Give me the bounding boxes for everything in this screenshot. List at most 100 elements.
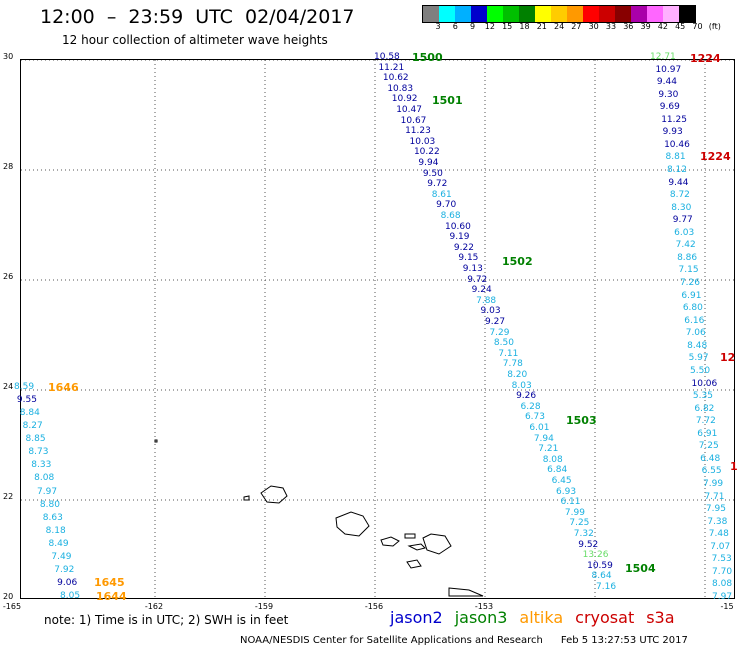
wave-height-label: 13.26 bbox=[582, 550, 609, 561]
wave-height-label: 7.26 bbox=[679, 278, 700, 289]
wave-height-label: 8.48 bbox=[687, 340, 708, 351]
pass-time-label: 1 bbox=[730, 460, 738, 473]
wave-height-label: 5.35 bbox=[692, 391, 713, 402]
legend-swatch bbox=[583, 6, 599, 22]
wave-height-label: 8.85 bbox=[25, 434, 46, 445]
latitude-label: 24 bbox=[3, 382, 14, 391]
wave-height-label: 8.61 bbox=[431, 189, 452, 200]
credit-text: NOAA/NESDIS Center for Satellite Applica… bbox=[240, 635, 543, 646]
pass-time-label: 12 bbox=[720, 351, 736, 364]
pass-time-label: 1645 bbox=[94, 576, 125, 589]
satellite-name: cryosat bbox=[575, 608, 635, 627]
wave-height-color-legend bbox=[422, 5, 696, 23]
wave-height-label: 8.68 bbox=[440, 211, 461, 221]
wave-height-label: 7.11 bbox=[498, 348, 519, 359]
island-outline bbox=[380, 536, 400, 547]
wave-height-label: 8.80 bbox=[39, 499, 60, 510]
wave-height-label: 9.52 bbox=[578, 539, 599, 550]
wave-height-label: 9.27 bbox=[485, 317, 506, 327]
legend-swatch bbox=[487, 6, 503, 22]
wave-height-label: 9.44 bbox=[656, 77, 677, 88]
wave-height-label: 7.49 bbox=[51, 551, 72, 562]
footer-note: note: 1) Time is in UTC; 2) SWH is in fe… bbox=[44, 613, 289, 627]
legend-swatch bbox=[679, 6, 695, 22]
wave-height-label: 9.93 bbox=[662, 127, 683, 138]
wave-height-label: 10.03 bbox=[409, 136, 436, 147]
wave-height-label: 9.22 bbox=[453, 242, 474, 253]
wave-height-label: 9.55 bbox=[16, 395, 37, 406]
wave-height-label: 9.94 bbox=[418, 158, 439, 168]
credit-line: NOAA/NESDIS Center for Satellite Applica… bbox=[240, 635, 688, 646]
wave-height-label: 7.53 bbox=[711, 554, 732, 565]
legend-swatch bbox=[503, 6, 519, 22]
legend-label: 45 bbox=[675, 22, 686, 31]
pass-time-label: 1644 bbox=[96, 590, 127, 603]
wave-height-label: 9.13 bbox=[462, 264, 483, 274]
wave-height-label: 6.55 bbox=[701, 466, 722, 477]
pass-time-label: 1501 bbox=[432, 94, 463, 107]
wave-height-label: 7.29 bbox=[489, 327, 510, 338]
longitude-label: -162 bbox=[144, 602, 164, 611]
legend-label: 39 bbox=[640, 22, 651, 31]
legend-swatch bbox=[567, 6, 583, 22]
wave-height-label: 10.92 bbox=[391, 94, 418, 105]
longitude-label: -165 bbox=[2, 602, 22, 611]
wave-height-label: 7.88 bbox=[476, 295, 497, 306]
generated-timestamp: Feb 5 13:27:53 UTC 2017 bbox=[560, 635, 688, 646]
satellite-name: altika bbox=[519, 608, 564, 627]
satellite-name: jason2 bbox=[390, 608, 443, 627]
wave-height-label: 7.06 bbox=[685, 328, 706, 339]
wave-height-label: 12.71 bbox=[650, 52, 676, 62]
latitude-label: 26 bbox=[3, 272, 14, 281]
wave-height-label: 8.03 bbox=[511, 380, 532, 391]
wave-height-label: 8.50 bbox=[493, 338, 514, 349]
legend-label: 9 bbox=[470, 22, 476, 31]
satellite-name: jason3 bbox=[454, 608, 508, 627]
wave-height-label: 11.25 bbox=[661, 114, 687, 125]
wave-height-label: 8.49 bbox=[48, 538, 69, 549]
pass-time-label: 1504 bbox=[625, 562, 656, 575]
legend-label: 27 bbox=[571, 22, 582, 31]
wave-height-label: 7.21 bbox=[538, 444, 559, 455]
wave-height-label: 9.44 bbox=[668, 177, 689, 188]
legend-label: 18 bbox=[519, 22, 530, 31]
wave-height-label: 8.86 bbox=[677, 252, 698, 263]
legend-swatch bbox=[647, 6, 663, 22]
wave-height-label: 6.11 bbox=[560, 497, 581, 508]
legend-swatch bbox=[551, 6, 567, 22]
wave-height-label: 8.08 bbox=[712, 579, 733, 590]
wave-height-label: 7.32 bbox=[573, 529, 594, 539]
wave-height-label: 7.48 bbox=[708, 529, 729, 540]
wave-height-label: 9.06 bbox=[57, 577, 78, 588]
map-subtitle: 12 hour collection of altimeter wave hei… bbox=[62, 33, 328, 47]
wave-height-label: 7.25 bbox=[698, 441, 719, 452]
legend-label: 33 bbox=[605, 22, 617, 31]
wave-height-label: 8.30 bbox=[671, 202, 692, 213]
wave-height-label: 9.26 bbox=[516, 391, 537, 402]
wave-height-label: 10.59 bbox=[587, 560, 613, 571]
wave-height-label: 10.83 bbox=[387, 83, 414, 94]
legend-label: 42 bbox=[657, 22, 668, 31]
wave-height-label: 7.16 bbox=[596, 582, 617, 592]
pass-time-label: 1503 bbox=[566, 414, 597, 427]
longitude-label: -159 bbox=[254, 602, 274, 611]
wave-height-label: 8.73 bbox=[28, 447, 49, 458]
wave-height-label: 6.84 bbox=[547, 465, 568, 476]
legend-swatch bbox=[455, 6, 471, 22]
wave-height-label: 10.47 bbox=[396, 105, 422, 115]
legend-labels: 3 6 9 12 15 18 21 24 27 30 33 36 39 42 45 70 (ft) bbox=[422, 22, 740, 34]
wave-height-label: 7.78 bbox=[502, 359, 523, 370]
wave-height-label: 8.08 bbox=[542, 454, 563, 465]
wave-height-label: 6.45 bbox=[551, 476, 572, 486]
legend-swatch bbox=[615, 6, 631, 22]
wave-height-map bbox=[20, 59, 735, 599]
wave-height-label: 9.24 bbox=[471, 285, 492, 296]
wave-height-label: 9.72 bbox=[427, 179, 448, 190]
wave-height-label: 6.28 bbox=[520, 401, 541, 412]
island-outline bbox=[404, 533, 416, 539]
wave-height-label: 6.48 bbox=[700, 453, 721, 464]
wave-height-label: 6.91 bbox=[681, 290, 702, 301]
latitude-label: 30 bbox=[3, 52, 14, 61]
wave-height-label: 7.97 bbox=[37, 486, 58, 497]
legend-label: 30 bbox=[588, 22, 599, 31]
